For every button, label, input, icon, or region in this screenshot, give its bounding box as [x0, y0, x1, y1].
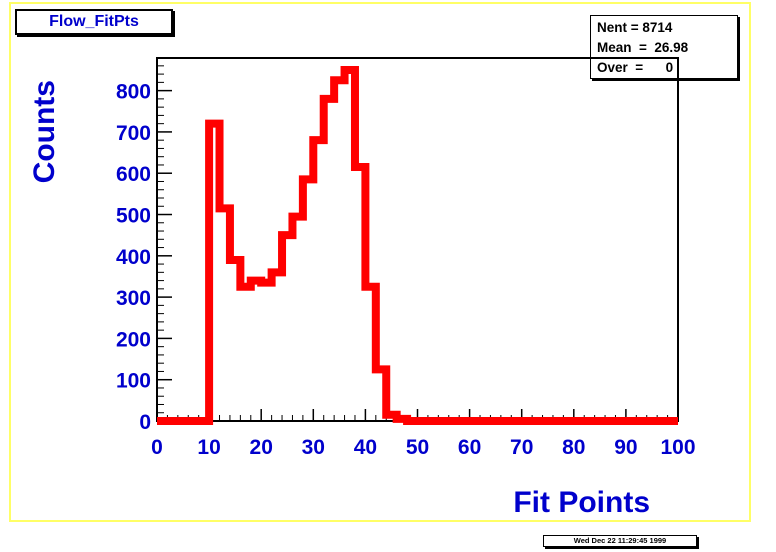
- y-axis-label: Counts: [28, 80, 61, 183]
- stat-mean: Mean = 26.98: [597, 40, 689, 55]
- stat-over: Over = 0: [597, 60, 674, 75]
- y-tick-label: 0: [139, 411, 151, 434]
- stat-nent: Nent = 8714: [597, 20, 673, 35]
- x-tick-label: 0: [151, 436, 163, 459]
- x-tick-label: 50: [406, 436, 429, 459]
- histogram-line: [157, 65, 678, 425]
- x-tick-label: 70: [510, 436, 533, 459]
- histogram-title: Flow_FitPts: [15, 9, 173, 35]
- y-tick-label: 200: [116, 328, 151, 351]
- plot-frame: [156, 57, 679, 422]
- y-tick-label: 700: [116, 122, 151, 145]
- x-tick-label: 90: [614, 436, 637, 459]
- x-tick-label: 100: [660, 436, 695, 459]
- stats-box: Nent = 8714 Mean = 26.98 Over = 0: [590, 15, 738, 79]
- x-tick-label: 20: [250, 436, 273, 459]
- x-axis-label: Fit Points: [513, 486, 650, 519]
- x-tick-label: 30: [302, 436, 325, 459]
- y-tick-label: 100: [116, 370, 151, 393]
- x-tick-label: 10: [197, 436, 220, 459]
- y-axis: 0 100 200 300 400 500 600 700 800: [116, 65, 172, 434]
- y-tick-label: 400: [116, 246, 151, 269]
- y-tick-label: 300: [116, 287, 151, 310]
- x-tick-label: 60: [458, 436, 481, 459]
- canvas-frame: [9, 2, 751, 522]
- x-tick-label: 40: [354, 436, 377, 459]
- y-tick-label: 600: [116, 163, 151, 186]
- x-axis: 0 10 20 30 40 50 60 70 80 90 100: [151, 409, 696, 459]
- x-tick-label: 80: [562, 436, 585, 459]
- y-tick-label: 500: [116, 205, 151, 228]
- timestamp: Wed Dec 22 11:29:45 1999: [543, 535, 697, 547]
- y-tick-label: 800: [116, 81, 151, 104]
